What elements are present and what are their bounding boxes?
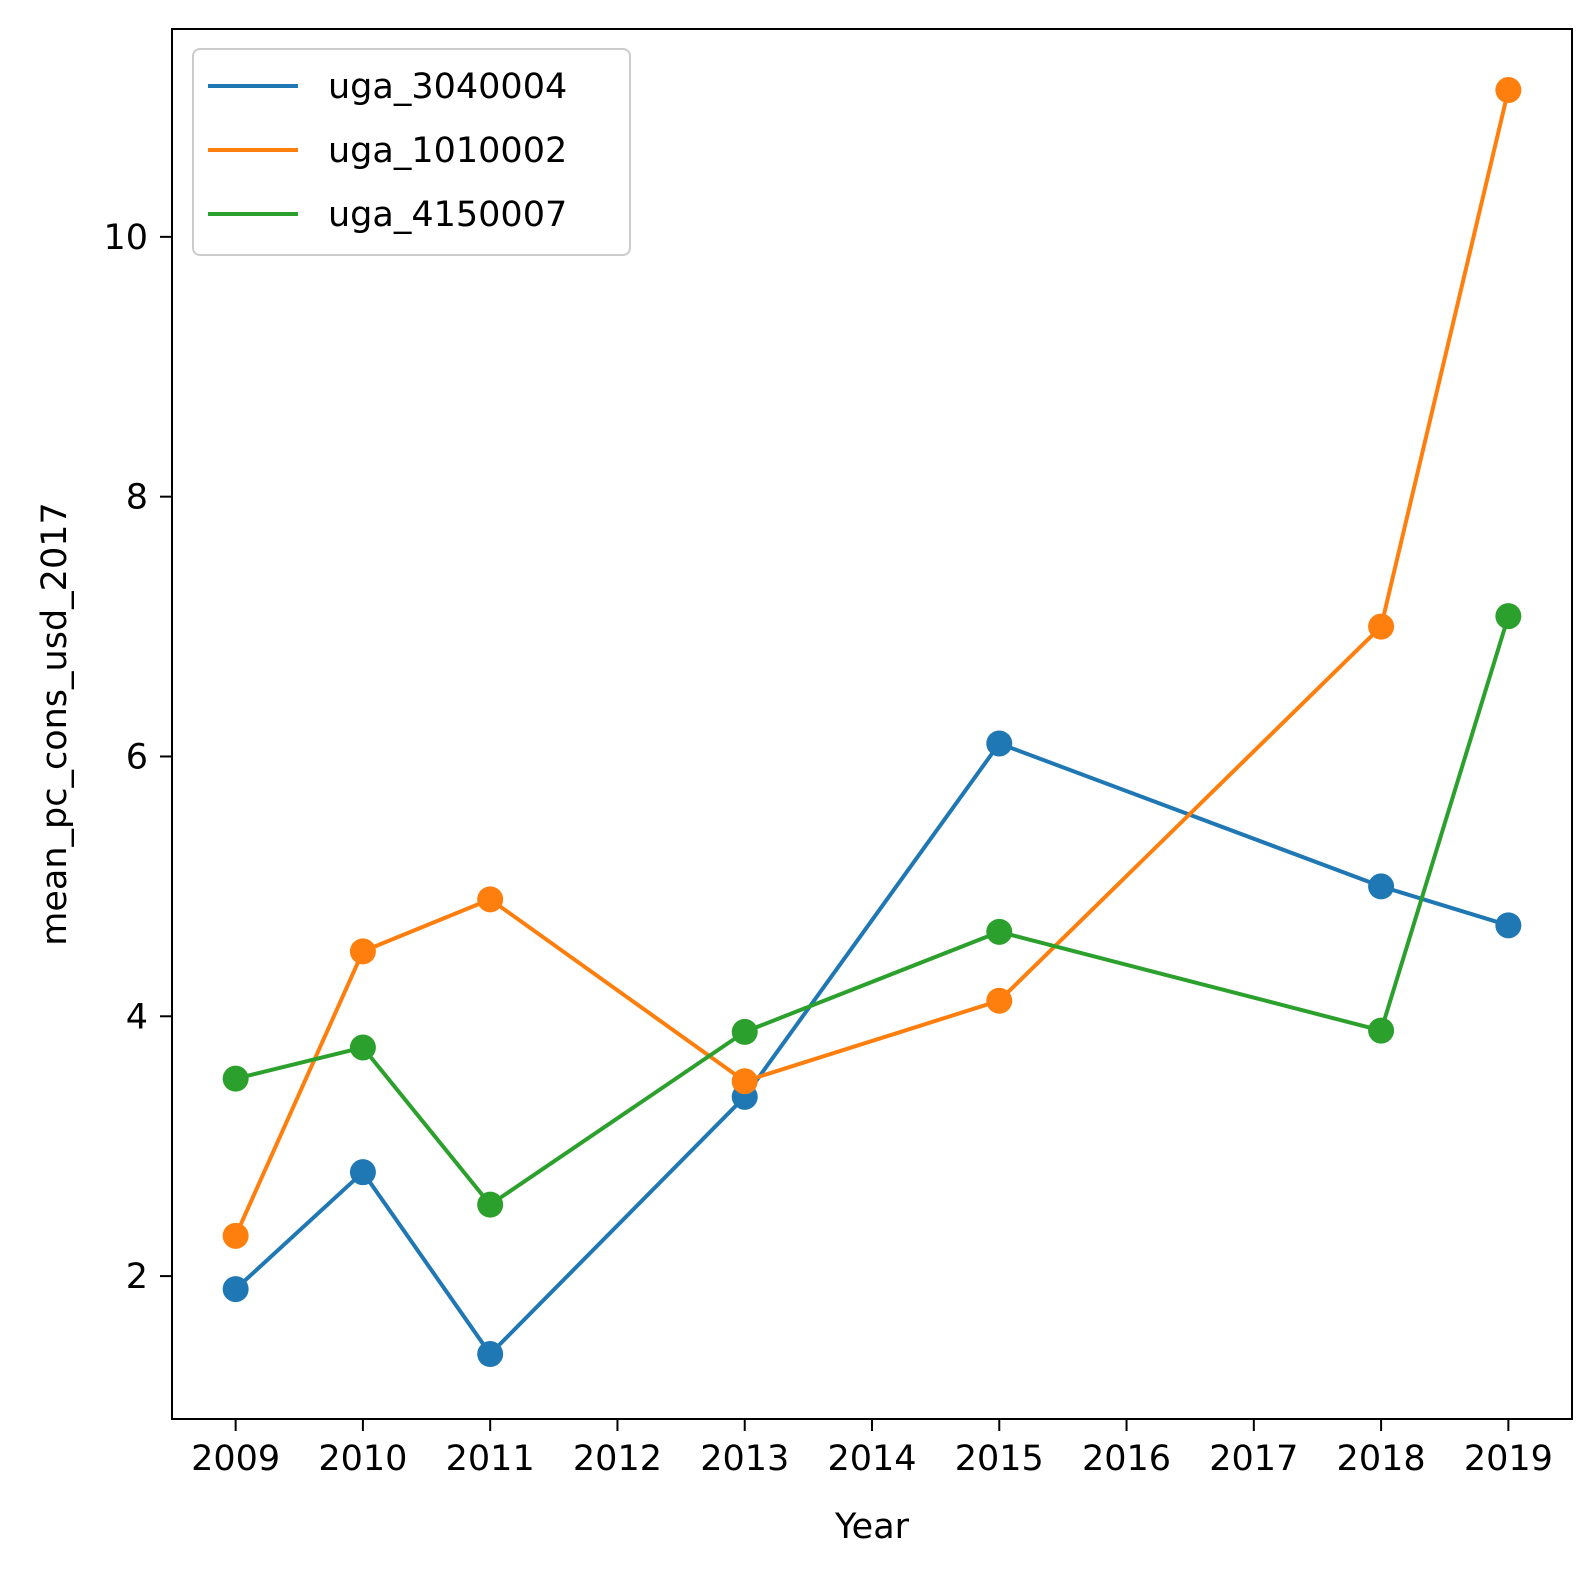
data-point bbox=[1368, 613, 1395, 640]
x-tick-label: 2012 bbox=[573, 1439, 662, 1479]
x-tick-label: 2014 bbox=[827, 1439, 916, 1479]
data-point bbox=[477, 1341, 504, 1368]
x-tick-label: 2017 bbox=[1209, 1439, 1298, 1479]
data-point bbox=[477, 886, 504, 913]
data-point bbox=[477, 1191, 504, 1218]
x-tick-label: 2009 bbox=[191, 1439, 280, 1479]
data-point bbox=[1495, 603, 1522, 630]
data-point bbox=[349, 1034, 376, 1061]
y-tick-label: 6 bbox=[126, 737, 148, 777]
x-tick-label: 2016 bbox=[1082, 1439, 1171, 1479]
data-point bbox=[222, 1222, 249, 1249]
data-point bbox=[731, 1018, 758, 1045]
data-point bbox=[1368, 873, 1395, 900]
x-tick-label: 2013 bbox=[700, 1439, 789, 1479]
legend-label: uga_3040004 bbox=[328, 67, 567, 107]
data-point bbox=[222, 1276, 249, 1303]
data-point bbox=[1495, 77, 1522, 104]
y-tick-label: 4 bbox=[126, 997, 148, 1037]
x-tick-label: 2019 bbox=[1464, 1439, 1553, 1479]
x-tick-label: 2018 bbox=[1337, 1439, 1426, 1479]
legend-label: uga_4150007 bbox=[328, 195, 567, 235]
data-point bbox=[222, 1065, 249, 1092]
legend-label: uga_1010002 bbox=[328, 131, 567, 171]
y-tick-label: 2 bbox=[126, 1257, 148, 1297]
data-point bbox=[986, 730, 1013, 757]
data-point bbox=[1368, 1017, 1395, 1044]
series-uga_1010002 bbox=[222, 77, 1522, 1249]
legend-item: uga_1010002 bbox=[208, 131, 567, 171]
data-point bbox=[349, 938, 376, 965]
data-point bbox=[986, 987, 1013, 1014]
data-point bbox=[731, 1068, 758, 1095]
x-tick-label: 2011 bbox=[446, 1439, 535, 1479]
y-axis-label: mean_pc_cons_usd_2017 bbox=[35, 502, 75, 946]
legend: uga_3040004 uga_1010002 uga_4150007 bbox=[192, 48, 631, 256]
x-tick-label: 2010 bbox=[318, 1439, 407, 1479]
legend-item: uga_3040004 bbox=[208, 67, 567, 107]
legend-box bbox=[192, 48, 631, 256]
legend-item: uga_4150007 bbox=[208, 195, 567, 235]
y-tick-label: 10 bbox=[103, 218, 148, 258]
axes-layer: 2009 2010 2011 2012 2013 2014 2015 2016 2017 2018… bbox=[103, 28, 1573, 1479]
series-uga_4150007 bbox=[222, 603, 1522, 1218]
x-axis-label: Year bbox=[834, 1507, 910, 1547]
data-point bbox=[349, 1159, 376, 1186]
data-point bbox=[1495, 912, 1522, 939]
plot-layer bbox=[222, 77, 1522, 1368]
y-tick-label: 8 bbox=[126, 478, 148, 518]
x-tick-label: 2015 bbox=[955, 1439, 1044, 1479]
series-uga_3040004 bbox=[222, 730, 1522, 1368]
data-point bbox=[986, 918, 1013, 945]
